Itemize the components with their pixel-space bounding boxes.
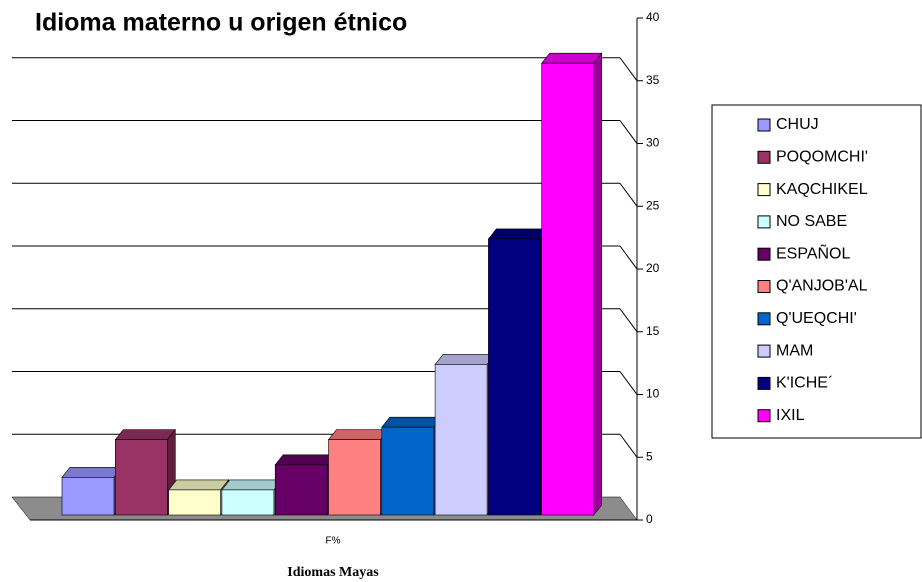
bar-top	[381, 416, 443, 428]
y-tick-label: 20	[646, 261, 660, 275]
bar	[328, 439, 381, 516]
legend-swatch	[757, 150, 771, 164]
bar-top	[114, 429, 176, 441]
y-tick-label: 35	[646, 73, 660, 87]
y-tick-label: 40	[646, 10, 660, 24]
y-tick-label: 5	[646, 449, 653, 463]
legend-swatch	[757, 183, 771, 197]
chart-title: Idioma materno u origen étnico	[35, 9, 407, 37]
legend-label: KAQCHIKEL	[776, 181, 868, 198]
bar-top	[327, 429, 390, 441]
bar	[274, 464, 328, 516]
legend-swatch	[757, 215, 771, 229]
bar-top	[167, 479, 230, 491]
grid-line	[619, 57, 638, 82]
grid-line	[619, 308, 638, 333]
legend-label: Q'ANJOB'AL	[776, 278, 868, 295]
legend-label: MAM	[776, 342, 813, 359]
bar	[381, 426, 435, 516]
bar	[541, 62, 595, 516]
y-tick-label: 25	[646, 198, 660, 212]
legend-swatch	[757, 118, 771, 132]
bar	[221, 489, 275, 516]
y-tick-label: 15	[646, 324, 660, 338]
legend-label: ESPAÑOL	[776, 242, 851, 262]
bar	[115, 439, 168, 516]
grid-line	[619, 245, 638, 270]
bar	[434, 364, 488, 516]
legend-swatch	[757, 344, 771, 358]
bar	[168, 489, 221, 516]
y-tick-label: 10	[646, 387, 660, 401]
legend-swatch	[757, 376, 771, 390]
bar-top	[221, 479, 283, 491]
bar	[488, 238, 541, 516]
bar-top	[541, 52, 603, 64]
legend-label: K'ICHE´	[776, 375, 833, 392]
grid-line	[619, 371, 638, 395]
legend-swatch	[757, 409, 771, 423]
legend-label: IXIL	[776, 407, 805, 424]
legend-label: CHUJ	[776, 116, 819, 133]
legend-label: Q'UEQCHI'	[776, 310, 857, 327]
y-tick-label: 0	[646, 512, 653, 526]
bar-top	[434, 354, 496, 365]
legend-box	[711, 104, 922, 439]
legend-label: POQOMCHI'	[776, 149, 868, 166]
legend-swatch	[757, 247, 771, 261]
grid-line	[619, 120, 638, 144]
grid-line	[619, 182, 638, 207]
legend-label: NO SABE	[776, 213, 847, 230]
bar-top	[487, 228, 550, 240]
bar-side	[593, 52, 603, 516]
legend-swatch	[757, 280, 771, 293]
bar	[61, 477, 115, 516]
x-tick-label: F%	[326, 536, 341, 547]
y-tick-label: 30	[646, 136, 660, 150]
x-axis-title: Idiomas Mayas	[287, 565, 379, 580]
bar-top	[274, 454, 336, 466]
bar-top	[61, 467, 123, 478]
grid-line	[619, 433, 638, 458]
legend-swatch	[757, 312, 771, 326]
